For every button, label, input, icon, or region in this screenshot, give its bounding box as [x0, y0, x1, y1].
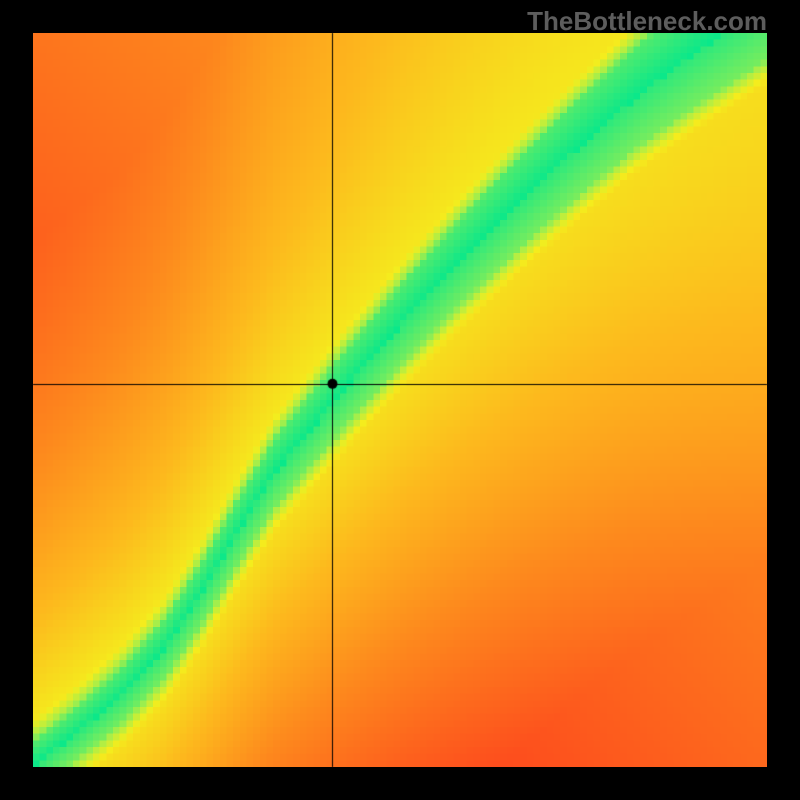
chart-container: TheBottleneck.com — [0, 0, 800, 800]
chart-overlay — [0, 0, 800, 800]
